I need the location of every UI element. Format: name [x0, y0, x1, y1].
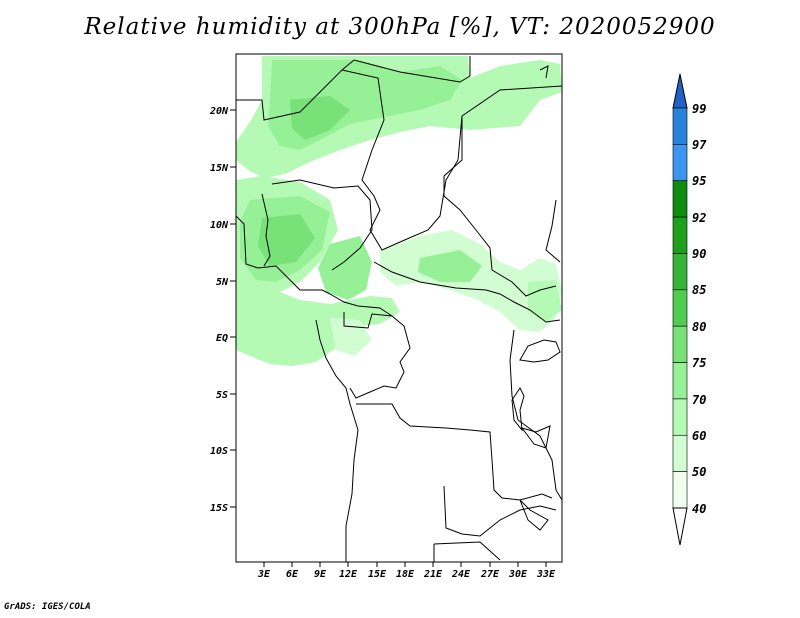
colorbar-label: 80 [692, 320, 706, 334]
colorbar: 99 97 95 92 90 85 80 75 70 60 50 40 [672, 73, 707, 546]
lon-label: 6E [286, 569, 299, 580]
colorbar-segment [672, 398, 688, 436]
colorbar-label: 50 [692, 465, 706, 479]
colorbar-label: 90 [692, 247, 706, 261]
colorbar-segment [672, 144, 688, 182]
colorbar-segment [672, 216, 688, 254]
lon-label: 3E [257, 569, 271, 580]
colorbar-segment [672, 253, 688, 291]
colorbar-segment [672, 289, 688, 327]
colorbar-bottom-arrow [672, 507, 688, 546]
colorbar-segment [672, 325, 688, 363]
colorbar-labels: 99 97 95 92 90 85 80 75 70 60 50 40 [692, 102, 707, 516]
lat-label: 5S [216, 390, 228, 401]
colorbar-segment [672, 107, 688, 145]
lat-label: 5N [216, 277, 229, 288]
lon-label: 12E [339, 569, 358, 580]
axis-ticks [230, 109, 547, 567]
map-title: Relative humidity at 300hPa [%], VT: 202… [84, 14, 716, 40]
lat-label: 15N [210, 163, 229, 174]
colorbar-label: 95 [692, 174, 706, 188]
colorbar-segment [672, 362, 688, 400]
lat-label: EQ [216, 333, 228, 344]
colorbar-segment [672, 180, 688, 218]
latitude-labels: 20N 15N 10N 5N EQ 5S 10S 15S [209, 106, 229, 514]
lon-label: 21E [423, 569, 443, 580]
humidity-shading [236, 56, 562, 366]
colorbar-label: 40 [692, 502, 706, 516]
lon-label: 9E [314, 569, 327, 580]
lat-label: 20N [209, 106, 229, 117]
grads-credit: GrADS: IGES/COLA [4, 602, 91, 612]
colorbar-label: 97 [692, 138, 707, 152]
colorbar-segment [672, 434, 688, 472]
lon-label: 27E [480, 569, 500, 580]
colorbar-label: 85 [692, 283, 706, 297]
lon-label: 30E [508, 569, 528, 580]
colorbar-segments [672, 107, 688, 509]
colorbar-top-arrow [672, 73, 688, 109]
map-frame [235, 53, 563, 563]
lon-label: 15E [368, 569, 387, 580]
longitude-labels: 3E 6E 9E 12E 15E 18E 21E 24E 27E 30E 33E [257, 569, 556, 580]
lat-label: 10N [210, 220, 229, 231]
lon-label: 33E [536, 569, 556, 580]
colorbar-segment [672, 471, 688, 509]
colorbar-label: 92 [692, 211, 706, 225]
colorbar-label: 70 [692, 393, 706, 407]
colorbar-label: 60 [692, 429, 706, 443]
lat-label: 15S [210, 503, 228, 514]
colorbar-label: 99 [692, 102, 706, 116]
colorbar-label: 75 [692, 356, 706, 370]
lat-label: 10S [210, 446, 228, 457]
country-borders [235, 56, 563, 562]
lon-label: 18E [396, 569, 415, 580]
lon-label: 24E [451, 569, 471, 580]
